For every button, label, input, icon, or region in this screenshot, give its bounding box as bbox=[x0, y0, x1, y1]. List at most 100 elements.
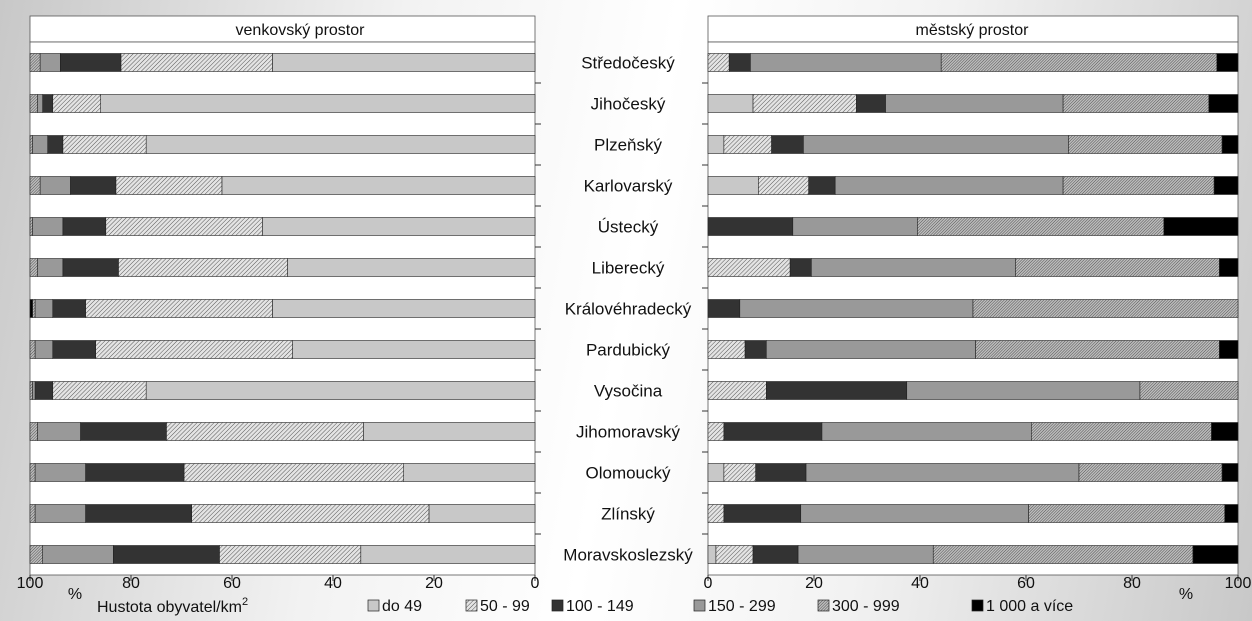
bar-left-moravskoslezsky-s4 bbox=[29, 545, 43, 564]
bar-left-pardubicky-s1 bbox=[95, 340, 293, 359]
bar-left-jihocesky-s0 bbox=[100, 94, 536, 113]
category-label-vysocina: Vysočina bbox=[594, 382, 663, 401]
bar-left-jihocesky-s4 bbox=[29, 94, 38, 113]
bar-right-jihocesky-s3 bbox=[885, 94, 1064, 113]
bar-left-jihomoravsky-s3 bbox=[37, 422, 81, 441]
left-panel-title-bar bbox=[29, 15, 536, 43]
bar-right-olomoucky-s3 bbox=[805, 463, 1080, 482]
bar-right-kralovehradecky-s2 bbox=[707, 299, 741, 318]
bar-right-ustecky-s3 bbox=[792, 217, 918, 236]
bar-left-karlovarsky-s0 bbox=[221, 176, 536, 195]
bar-right-plzensky-s5 bbox=[1221, 135, 1239, 154]
category-label-ustecky: Ústecký bbox=[598, 218, 659, 237]
category-label-karlovarsky: Karlovarský bbox=[584, 177, 673, 196]
bar-right-pardubicky-s4 bbox=[975, 340, 1220, 359]
bar-right-olomoucky-s5 bbox=[1221, 463, 1239, 482]
bar-right-karlovarsky-s0 bbox=[707, 176, 759, 195]
legend-swatch-2 bbox=[551, 599, 564, 612]
bar-right-stredocesky-s4 bbox=[940, 53, 1218, 72]
x-tick-label-left-40: 40 bbox=[324, 575, 342, 592]
bar-right-zlinsky-s2 bbox=[723, 504, 802, 523]
category-label-moravskoslezsky: Moravskoslezský bbox=[563, 546, 693, 565]
bar-left-ustecky-s1 bbox=[105, 217, 263, 236]
bar-left-kralovehradecky-s5 bbox=[29, 299, 33, 318]
bar-left-liberecky-s1 bbox=[118, 258, 288, 277]
bar-right-karlovarsky-s2 bbox=[808, 176, 836, 195]
bar-left-jihocesky-s3 bbox=[37, 94, 43, 113]
bar-left-karlovarsky-s4 bbox=[29, 176, 41, 195]
bar-left-vysocina-s0 bbox=[145, 381, 536, 400]
legend-swatch-3 bbox=[693, 599, 706, 612]
x-tick-label-left-20: 20 bbox=[425, 575, 443, 592]
legend-title-text: Hustota obyvatel/km bbox=[97, 599, 242, 616]
bar-left-liberecky-s3 bbox=[37, 258, 64, 277]
bar-right-moravskoslezsky-s2 bbox=[752, 545, 799, 564]
legend-label-1: 50 - 99 bbox=[480, 598, 530, 615]
bar-right-liberecky-s4 bbox=[1015, 258, 1220, 277]
bar-left-karlovarsky-s2 bbox=[70, 176, 117, 195]
legend: Hustota obyvatel/km2 do 49 50 - 99 100 - 1… bbox=[97, 596, 1073, 616]
bar-left-kralovehradecky-s3 bbox=[34, 299, 54, 318]
category-label-jihocesky: Jihočeský bbox=[591, 95, 666, 114]
bar-left-pardubicky-s3 bbox=[34, 340, 54, 359]
bar-left-olomoucky-s1 bbox=[183, 463, 404, 482]
x-tick-label-left-80: 80 bbox=[122, 575, 140, 592]
legend-swatch-5 bbox=[971, 599, 984, 612]
bar-right-moravskoslezsky-s0 bbox=[707, 545, 717, 564]
category-labels: Středočeský Jihočeský Plzeňský Karlovarský Ú… bbox=[535, 54, 708, 565]
bar-right-ustecky-s2 bbox=[707, 217, 794, 236]
bar-left-ustecky-s4 bbox=[29, 217, 33, 236]
x-tick-label-right-40: 40 bbox=[911, 575, 929, 592]
category-label-plzensky: Plzeňský bbox=[594, 136, 663, 155]
bar-left-plzensky-s0 bbox=[145, 135, 536, 154]
bar-left-plzensky-s3 bbox=[32, 135, 48, 154]
x-tick-label-left-60: 60 bbox=[223, 575, 241, 592]
bar-right-jihocesky-s5 bbox=[1208, 94, 1239, 113]
bar-left-olomoucky-s2 bbox=[85, 463, 185, 482]
right-panel-title-bar bbox=[707, 15, 1239, 43]
bar-left-vysocina-s4 bbox=[29, 381, 33, 400]
bar-left-vysocina-s2 bbox=[34, 381, 54, 400]
bar-left-moravskoslezsky-s3 bbox=[42, 545, 114, 564]
bar-right-plzensky-s1 bbox=[723, 135, 772, 154]
legend-swatch-0 bbox=[367, 599, 380, 612]
bar-right-pardubicky-s2 bbox=[744, 340, 767, 359]
bar-right-jihomoravsky-s3 bbox=[821, 422, 1032, 441]
bar-right-moravskoslezsky-s3 bbox=[797, 545, 934, 564]
x-tick-label-right-20: 20 bbox=[805, 575, 823, 592]
legend-label-3: 150 - 299 bbox=[708, 598, 776, 615]
bar-right-moravskoslezsky-s5 bbox=[1192, 545, 1239, 564]
bar-right-plzensky-s2 bbox=[771, 135, 804, 154]
left-bars bbox=[29, 53, 536, 564]
bar-right-jihomoravsky-s4 bbox=[1031, 422, 1212, 441]
bar-right-zlinsky-s3 bbox=[800, 504, 1029, 523]
bar-left-zlinsky-s0 bbox=[428, 504, 536, 523]
bar-right-plzensky-s3 bbox=[803, 135, 1069, 154]
bar-right-liberecky-s1 bbox=[707, 258, 791, 277]
bar-right-vysocina-s2 bbox=[765, 381, 908, 400]
bar-left-zlinsky-s2 bbox=[85, 504, 192, 523]
bar-right-stredocesky-s2 bbox=[728, 53, 751, 72]
bar-left-moravskoslezsky-s2 bbox=[113, 545, 220, 564]
bar-right-jihomoravsky-s5 bbox=[1211, 422, 1239, 441]
bar-right-ustecky-s4 bbox=[917, 217, 1165, 236]
x-tick-label-right-80: 80 bbox=[1123, 575, 1141, 592]
bar-left-jihomoravsky-s0 bbox=[362, 422, 536, 441]
bar-left-moravskoslezsky-s1 bbox=[219, 545, 362, 564]
bar-right-olomoucky-s4 bbox=[1078, 463, 1223, 482]
bar-left-ustecky-s3 bbox=[32, 217, 64, 236]
bar-left-olomoucky-s4 bbox=[29, 463, 36, 482]
bar-left-stredocesky-s2 bbox=[59, 53, 122, 72]
bar-left-stredocesky-s0 bbox=[272, 53, 536, 72]
bar-right-jihocesky-s1 bbox=[752, 94, 857, 113]
bar-right-ustecky-s5 bbox=[1163, 217, 1239, 236]
bar-left-kralovehradecky-s2 bbox=[52, 299, 86, 318]
bar-left-stredocesky-s1 bbox=[120, 53, 273, 72]
bar-left-moravskoslezsky-s0 bbox=[360, 545, 536, 564]
bar-right-karlovarsky-s3 bbox=[834, 176, 1064, 195]
bar-left-plzensky-s2 bbox=[47, 135, 64, 154]
bar-right-zlinsky-s1 bbox=[707, 504, 725, 523]
bar-left-karlovarsky-s3 bbox=[39, 176, 71, 195]
bar-right-olomoucky-s2 bbox=[755, 463, 807, 482]
